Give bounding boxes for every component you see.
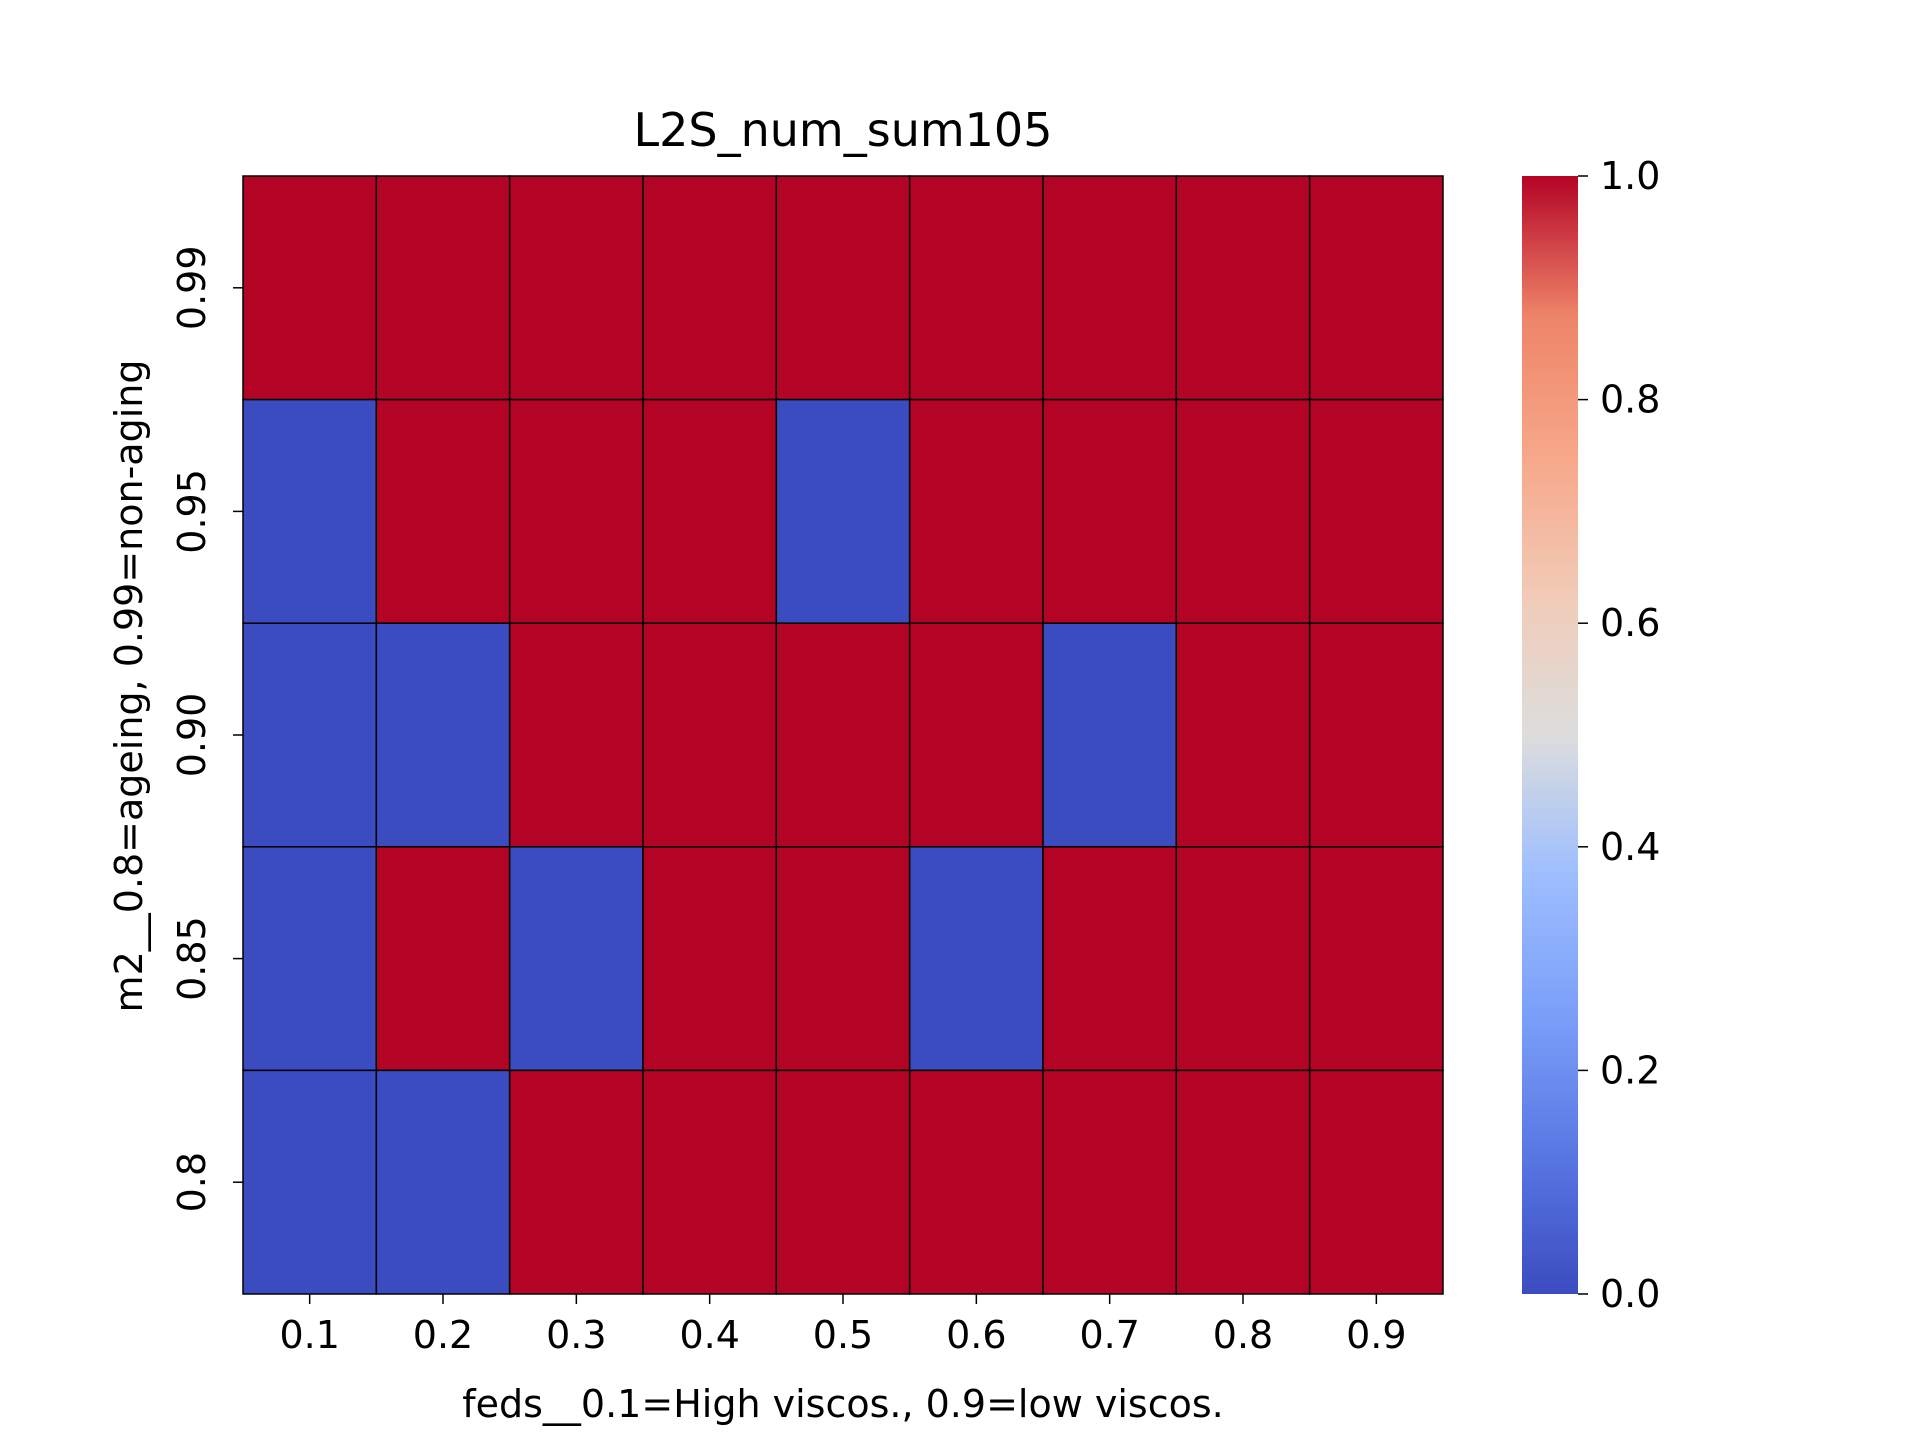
heatmap-cell [375, 1069, 511, 1295]
y-tick-label: 0.8 [170, 1152, 214, 1212]
colorbar-tick-label: 0.2 [1600, 1048, 1660, 1092]
heatmap-cell [375, 175, 511, 401]
x-axis-label: feds__0.1=High viscos., 0.9=low viscos. [462, 1382, 1223, 1426]
heatmap-cell [242, 175, 378, 401]
heatmap-cell [242, 846, 378, 1072]
heatmap-cell [1042, 622, 1178, 848]
heatmap-cell [642, 846, 778, 1072]
x-tick-label: 0.4 [679, 1313, 739, 1357]
y-axis-label: m2__0.8=ageing, 0.99=non-aging [107, 360, 151, 1013]
heatmap-cell [642, 622, 778, 848]
x-tick-label: 0.9 [1346, 1313, 1406, 1357]
heatmap-cell [1042, 1069, 1178, 1295]
heatmap-cell [375, 398, 511, 624]
heatmap-cell [508, 1069, 644, 1295]
heatmap-cell [775, 398, 911, 624]
x-tick-label: 0.7 [1079, 1313, 1139, 1357]
heatmap-cell [1308, 175, 1444, 401]
heatmap-cell [775, 846, 911, 1072]
heatmap-cells [242, 175, 1444, 1295]
heatmap-cell [375, 622, 511, 848]
colorbar [1522, 176, 1578, 1294]
heatmap-cell [1175, 1069, 1311, 1295]
heatmap-cell [908, 398, 1044, 624]
heatmap-cell [642, 175, 778, 401]
colorbar-tick-label: 0.0 [1600, 1272, 1660, 1316]
heatmap-cell [1308, 1069, 1444, 1295]
heatmap-cell [908, 175, 1044, 401]
heatmap-cell [242, 1069, 378, 1295]
heatmap-cell [1308, 398, 1444, 624]
heatmap-cell [775, 1069, 911, 1295]
heatmap-cell [1175, 398, 1311, 624]
heatmap-cell [908, 846, 1044, 1072]
x-tick-label: 0.1 [279, 1313, 339, 1357]
heatmap-cell [375, 846, 511, 1072]
heatmap-cell [1308, 622, 1444, 848]
heatmap-cell [775, 622, 911, 848]
chart-title: L2S_num_sum105 [634, 103, 1053, 157]
x-tick-label: 0.2 [413, 1313, 473, 1357]
heatmap-cell [508, 622, 644, 848]
heatmap-cell [242, 398, 378, 624]
heatmap-cell [1042, 398, 1178, 624]
heatmap-cell [1175, 846, 1311, 1072]
x-tick-label: 0.3 [546, 1313, 606, 1357]
heatmap-cell [508, 846, 644, 1072]
heatmap-cell [508, 398, 644, 624]
heatmap-cell [908, 1069, 1044, 1295]
x-axis-ticks: 0.1 0.2 0.3 0.4 0.5 0.6 0.7 0.8 0.9 [279, 1294, 1407, 1357]
heatmap-cell [242, 622, 378, 848]
heatmap-cell [1175, 175, 1311, 401]
colorbar-tick-label: 1.0 [1600, 154, 1660, 198]
colorbar-tick-label: 0.6 [1600, 601, 1660, 645]
y-tick-label: 0.99 [170, 245, 214, 330]
colorbar-tick-label: 0.8 [1600, 378, 1660, 422]
y-axis-ticks: 0.99 0.95 0.90 0.85 0.8 [170, 245, 243, 1212]
colorbar-tick-label: 0.4 [1600, 825, 1660, 869]
y-tick-label: 0.85 [170, 916, 214, 1001]
heatmap-cell [1308, 846, 1444, 1072]
heatmap-cell [642, 398, 778, 624]
y-tick-label: 0.95 [170, 469, 214, 554]
x-tick-label: 0.8 [1213, 1313, 1273, 1357]
heatmap-cell [1175, 622, 1311, 848]
heatmap-cell [1042, 175, 1178, 401]
heatmap-cell [508, 175, 644, 401]
heatmap-cell [775, 175, 911, 401]
x-tick-label: 0.6 [946, 1313, 1006, 1357]
heatmap-cell [908, 622, 1044, 848]
x-tick-label: 0.5 [813, 1313, 873, 1357]
heatmap-cell [1042, 846, 1178, 1072]
y-tick-label: 0.90 [170, 693, 214, 778]
heatmap-cell [642, 1069, 778, 1295]
colorbar-ticks: 0.0 0.2 0.4 0.6 0.8 1.0 [1578, 154, 1660, 1316]
